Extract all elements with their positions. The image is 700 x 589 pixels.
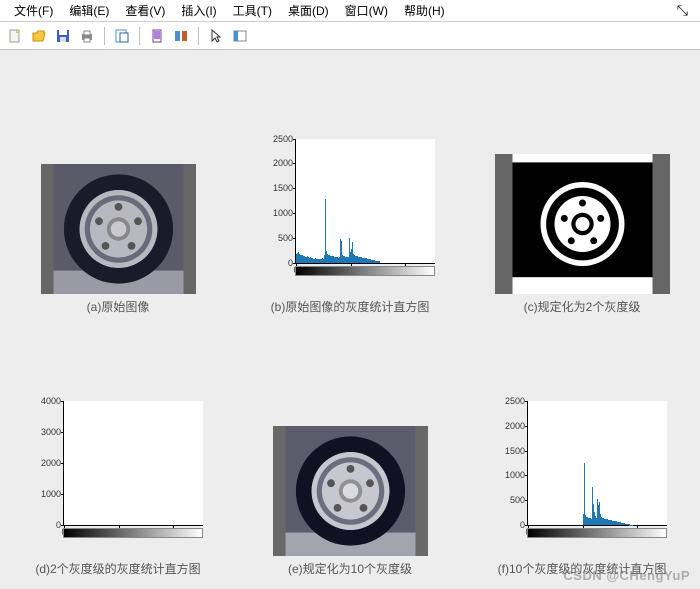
toolbar <box>0 22 700 50</box>
print-icon[interactable] <box>76 25 98 47</box>
save-icon[interactable] <box>52 25 74 47</box>
image-10levels <box>273 426 428 556</box>
copy-figure-icon[interactable] <box>111 25 133 47</box>
dock-icon[interactable]: ⤡ <box>671 2 694 19</box>
histogram-original: 050010001500200025000100200 <box>260 134 440 294</box>
menu-file[interactable]: 文件(F) <box>6 0 61 21</box>
link-icon[interactable] <box>170 25 192 47</box>
pointer-icon[interactable] <box>205 25 227 47</box>
menu-desktop[interactable]: 桌面(D) <box>280 0 337 21</box>
new-file-icon[interactable] <box>4 25 26 47</box>
panel-d: 010002000300040000100200 (d)2个灰度级的灰度统计直方… <box>12 325 224 578</box>
open-folder-icon[interactable] <box>28 25 50 47</box>
device-icon[interactable] <box>146 25 168 47</box>
caption-e: (e)规定化为10个灰度级 <box>288 560 412 577</box>
figure-area: (a)原始图像 050010001500200025000100200 (b)原… <box>0 50 700 589</box>
panel-e: (e)规定化为10个灰度级 <box>244 325 456 578</box>
histogram-2levels: 010002000300040000100200 <box>28 396 208 556</box>
caption-f: (f)10个灰度级的灰度统计直方图 <box>498 560 667 577</box>
caption-d: (d)2个灰度级的灰度统计直方图 <box>35 560 200 577</box>
menu-insert[interactable]: 插入(I) <box>173 0 224 21</box>
caption-b: (b)原始图像的灰度统计直方图 <box>271 298 430 315</box>
menu-view[interactable]: 查看(V) <box>117 0 173 21</box>
panel-c: (c)规定化为2个灰度级 <box>476 62 688 315</box>
histogram-10levels: 050010001500200025000100200 <box>492 396 672 556</box>
menu-bar: 文件(F) 编辑(E) 查看(V) 插入(I) 工具(T) 桌面(D) 窗口(W… <box>0 0 700 22</box>
menu-edit[interactable]: 编辑(E) <box>61 0 117 21</box>
caption-a: (a)原始图像 <box>87 298 150 315</box>
panel-b: 050010001500200025000100200 (b)原始图像的灰度统计… <box>244 62 456 315</box>
menu-tools[interactable]: 工具(T) <box>225 0 280 21</box>
panel-f: 050010001500200025000100200 (f)10个灰度级的灰度… <box>476 325 688 578</box>
menu-window[interactable]: 窗口(W) <box>337 0 396 21</box>
menu-help[interactable]: 帮助(H) <box>396 0 453 21</box>
caption-c: (c)规定化为2个灰度级 <box>524 298 641 315</box>
image-original <box>41 164 196 294</box>
properties-icon[interactable] <box>229 25 251 47</box>
image-2levels <box>495 154 670 294</box>
panel-a: (a)原始图像 <box>12 62 224 315</box>
